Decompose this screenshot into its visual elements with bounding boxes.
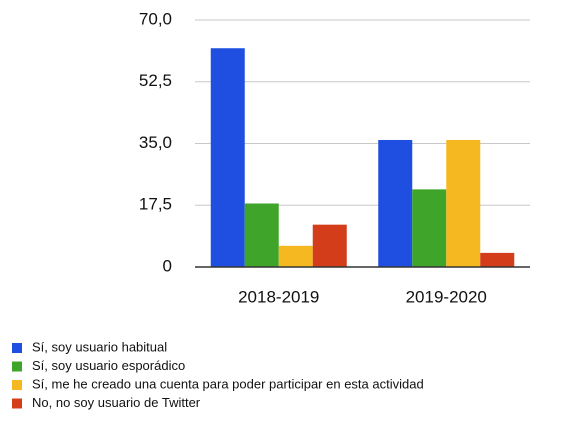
bar: [480, 252, 515, 267]
y-tick-label: 52,5: [139, 71, 172, 90]
y-tick-label: 70,0: [139, 9, 172, 28]
legend-label: Sí, me he creado una cuenta para poder p…: [32, 376, 424, 391]
legend-swatch: [12, 343, 22, 353]
legend-swatch: [12, 398, 22, 409]
bar: [412, 189, 447, 267]
bar: [278, 245, 313, 267]
bar: [244, 203, 279, 267]
legend-swatch: [12, 380, 22, 390]
legend-swatch: [12, 361, 22, 372]
legend-label: No, no soy usuario de Twitter: [32, 395, 201, 410]
bar: [210, 48, 245, 267]
legend-label: Sí, soy usuario habitual: [32, 339, 167, 354]
y-tick-label: 35,0: [139, 133, 172, 152]
legend-label: Sí, soy usuario esporádico: [32, 358, 185, 373]
y-tick-label: 17,5: [139, 195, 172, 214]
x-tick-label: 2019-2020: [406, 287, 487, 306]
bar: [446, 139, 481, 267]
x-tick-label: 2018-2019: [238, 287, 319, 306]
bar: [312, 224, 347, 267]
bar: [378, 139, 413, 267]
y-tick-label: 0: [163, 256, 172, 275]
